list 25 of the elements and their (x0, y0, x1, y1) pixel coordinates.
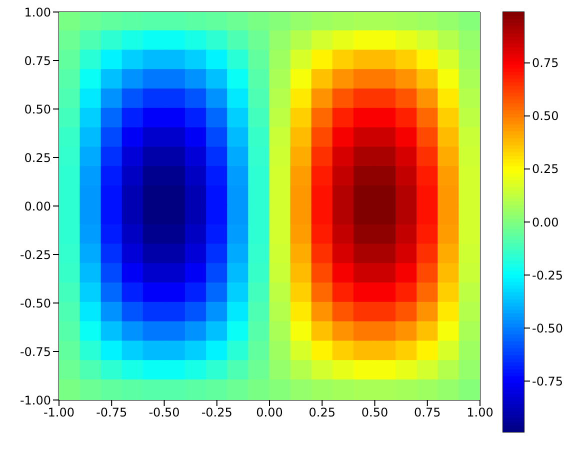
y-tick-label: -1.00 (20, 393, 51, 408)
y-tick-label: 0.75 (24, 54, 51, 68)
y-tick-label: 1.00 (24, 5, 51, 20)
x-tick-label: 1.00 (466, 406, 494, 420)
x-tick-label: 0.50 (361, 406, 388, 420)
x-tick-label: -0.50 (148, 406, 180, 420)
x-tick-label: 0.00 (256, 406, 283, 420)
y-tick-label: -0.50 (20, 296, 51, 310)
color-bar-label: -0.75 (532, 374, 564, 388)
color-bar-label: -0.50 (532, 321, 564, 336)
color-bar-label: 0.00 (532, 215, 559, 230)
x-tick-label: -0.25 (201, 406, 232, 420)
color-bar-label: -0.25 (532, 268, 564, 282)
y-tick-label: 0.50 (24, 102, 51, 116)
y-tick-label: -0.25 (20, 248, 51, 262)
x-tick-label: 0.25 (308, 406, 336, 420)
y-tick-label: 0.25 (24, 150, 51, 165)
color-bar-label: 0.75 (532, 56, 559, 70)
x-tick-label: -1.00 (43, 406, 75, 420)
y-tick-label: -0.75 (20, 344, 51, 359)
color-bar-label: 0.50 (532, 109, 559, 124)
color-bar-label: 0.25 (532, 162, 559, 176)
x-tick-label: 0.75 (414, 406, 441, 420)
y-tick-label: 0.00 (24, 199, 51, 214)
x-tick-label: -0.75 (96, 406, 128, 420)
